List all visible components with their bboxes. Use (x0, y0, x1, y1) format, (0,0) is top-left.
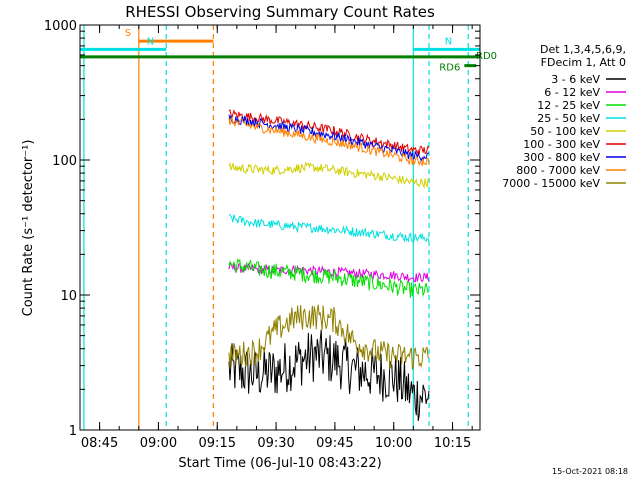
series-line-800-7000-kev (228, 116, 430, 167)
x-tick-label: 09:00 (140, 436, 177, 451)
y-axis: 1 10 100 1000 (44, 19, 480, 439)
legend-label-6-12-kev: 6 - 12 keV (544, 86, 600, 99)
x-axis-title: Start Time (06-Jul-10 08:43:22) (178, 456, 381, 471)
series-line-50-100-kev (228, 161, 430, 190)
x-tick-label: 08:45 (81, 436, 118, 451)
series-line-7000-15000-kev (228, 304, 430, 371)
x-axis: 08:45 09:00 09:15 09:30 09:45 10:00 10:15 (79, 25, 473, 451)
annotation-label-rd0: RD0 (476, 51, 497, 62)
series-line-6-12-kev (228, 262, 430, 284)
generation-timestamp: 15-Oct-2021 08:18 (552, 467, 628, 476)
x-tick-label: 09:15 (199, 436, 236, 451)
legend-header-line: Det 1,3,4,5,6,9, (540, 43, 626, 56)
attenuator-annotations: S N N RD0 RD6 (80, 28, 497, 74)
plot-frame (79, 24, 481, 431)
chart-title: RHESSI Observing Summary Count Rates (125, 3, 435, 21)
legend-label-800-7000-kev: 800 - 7000 keV (516, 164, 600, 177)
x-tick-label: 10:15 (434, 436, 471, 451)
y-tick-label: 1 (69, 424, 77, 439)
x-tick-label: 09:30 (257, 436, 294, 451)
legend-header-line: FDecim 1, Att 0 (541, 56, 626, 69)
y-axis-title: Count Rate (s⁻¹ detector⁻¹) (21, 140, 36, 317)
annotation-label-n: N (445, 36, 452, 47)
annotation-label-rd6: RD6 (439, 63, 460, 74)
annotation-label-n: N (147, 36, 154, 47)
legend-label-50-100-kev: 50 - 100 keV (530, 125, 600, 138)
legend-label-300-800-kev: 300 - 800 keV (523, 151, 600, 164)
series-line-25-50-kev (228, 214, 430, 244)
legend-label-7000-15000-kev: 7000 - 15000 keV (502, 177, 600, 190)
vertical-markers (83, 25, 469, 430)
legend-label-25-50-kev: 25 - 50 keV (537, 112, 600, 125)
y-tick-label: 1000 (44, 19, 77, 34)
y-tick-label: 10 (60, 289, 77, 304)
legend-label-3-6-kev: 3 - 6 keV (551, 73, 600, 86)
legend-label-100-300-kev: 100 - 300 keV (523, 138, 600, 151)
legend-label-12-25-kev: 12 - 25 keV (537, 99, 600, 112)
annotation-label-s: S (125, 28, 131, 39)
y-tick-label: 100 (52, 154, 77, 169)
legend: Det 1,3,4,5,6,9,FDecim 1, Att 0 3 - 6 keV… (502, 43, 626, 190)
series-line-12-25-kev (228, 257, 430, 298)
x-tick-label: 09:45 (316, 436, 353, 451)
series-group (228, 109, 430, 421)
x-tick-label: 10:00 (375, 436, 412, 451)
series-line-300-800-kev (228, 114, 430, 162)
